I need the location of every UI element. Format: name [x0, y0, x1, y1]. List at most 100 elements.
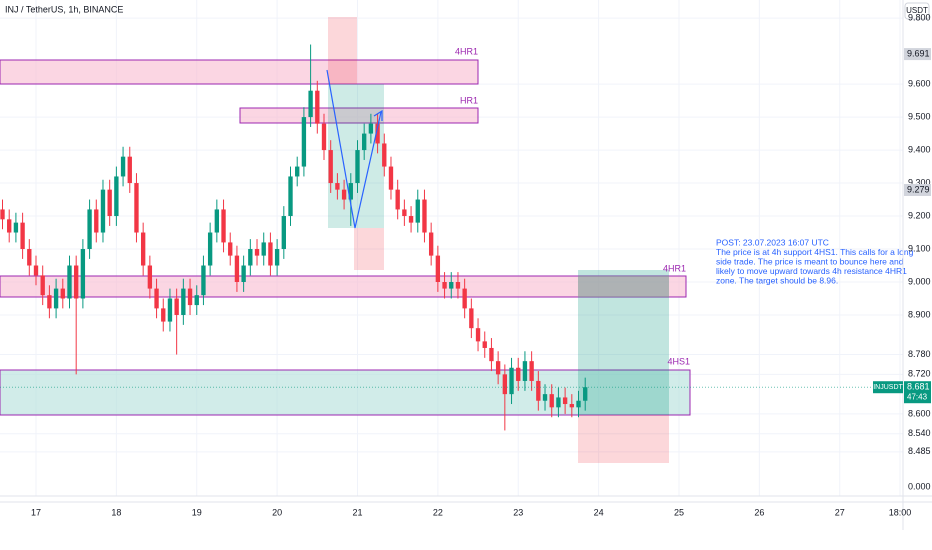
candle-body [288, 176, 293, 217]
x-tick-label: 22 [433, 507, 443, 517]
candle-body [402, 209, 407, 217]
candle-body [174, 298, 179, 315]
candle-body [495, 361, 501, 375]
candle-body [395, 189, 400, 210]
candle-body [268, 242, 273, 266]
zone-4hs1 [0, 369, 691, 416]
y-tick-label: 9.600 [908, 78, 931, 88]
candle-body [53, 288, 59, 309]
candles [0, 44, 588, 431]
candle-body [536, 380, 541, 401]
candle-body [87, 209, 92, 250]
candle-body [20, 222, 25, 250]
candle-body [328, 150, 333, 184]
zone-4hr1-lower [0, 275, 687, 298]
candle-body [214, 209, 220, 233]
currency-button[interactable] [904, 2, 930, 20]
zone-hr1 [239, 107, 479, 124]
candle-body [516, 367, 521, 381]
annotation-line: The price is at 4h support 4HS1. This ca… [716, 247, 914, 257]
candle-body [522, 361, 528, 381]
y-tick-label: 8.600 [908, 408, 931, 418]
x-tick-label: 18 [111, 507, 121, 517]
position-risk [354, 228, 384, 270]
candle-body [489, 347, 494, 362]
candle-body [375, 123, 380, 144]
candle-body [134, 183, 139, 233]
symbol-tag: INJUSDT [873, 384, 903, 391]
price-label: 9.279 [907, 184, 930, 194]
y-tick-label: 9.000 [908, 276, 931, 286]
candle-body [187, 288, 193, 306]
candle-body [194, 295, 199, 306]
last-price-box [904, 381, 931, 404]
y-tick-label: 8.485 [908, 446, 931, 456]
y-tick-label: 9.100 [908, 243, 931, 253]
candle-body [382, 143, 387, 167]
candle-body [80, 249, 86, 299]
x-tick-label: 27 [835, 507, 845, 517]
x-tick-label: 20 [272, 507, 282, 517]
candle-body [47, 295, 52, 309]
y-tick-label: 8.540 [908, 428, 931, 438]
candle-body [248, 249, 253, 266]
countdown: 47:43 [907, 392, 928, 401]
candle-body [94, 209, 99, 233]
candle-body [556, 397, 561, 408]
arrow-head [373, 109, 383, 121]
candle-body [482, 341, 487, 348]
candle-body [442, 282, 447, 289]
candle-body [154, 288, 159, 309]
candle-body [114, 176, 119, 217]
price-label-box [904, 183, 931, 196]
candle-body [388, 166, 394, 190]
candle-body [120, 156, 126, 177]
x-tick-label: 23 [513, 507, 523, 517]
candle-body [147, 265, 153, 289]
price-label-box [904, 48, 931, 61]
candle-body [408, 216, 414, 223]
candle-body [562, 397, 568, 405]
candle-body [502, 374, 508, 395]
candle-body [181, 288, 186, 315]
long-position-target [578, 276, 669, 297]
zone-label: 4HR1 [663, 263, 686, 273]
y-tick-label: 9.500 [908, 111, 931, 121]
zone-label: 4HR1 [455, 46, 478, 56]
x-tick-label: 18:00 [889, 507, 912, 517]
x-tick-label: 19 [192, 507, 202, 517]
candle-body [254, 249, 260, 256]
last-price-label: 8.681 [907, 382, 930, 392]
y-tick-label: 9.300 [908, 177, 931, 187]
currency-button-label[interactable]: USDT [906, 6, 928, 15]
candle-body [583, 387, 588, 401]
candle-body [475, 328, 481, 342]
y-tick-label: 8.900 [908, 309, 931, 319]
candle-body [469, 308, 474, 329]
candle-body [60, 288, 65, 299]
candle-body [321, 123, 327, 151]
candle-body [362, 133, 367, 151]
candle-body [281, 216, 286, 250]
candle-body [221, 209, 226, 243]
y-tick-label: 9.800 [908, 13, 931, 23]
candle-body [315, 90, 320, 124]
candle-body [67, 265, 72, 299]
candle-body [274, 249, 280, 266]
candle-body [415, 199, 420, 223]
candle-body [341, 189, 347, 200]
lower-pane-tick: 0.000 [908, 481, 931, 491]
candle-body [335, 183, 340, 190]
candle-body [241, 265, 246, 282]
zone-label: HR1 [460, 95, 478, 105]
y-tick-label: 9.200 [908, 210, 931, 220]
x-tick-label: 24 [594, 507, 604, 517]
candle-body [74, 265, 79, 299]
y-tick-label: 9.400 [908, 144, 931, 154]
candle-body [40, 275, 45, 296]
zone-label: 4HS1 [667, 356, 690, 366]
candle-body [100, 189, 106, 233]
price-label: 9.691 [907, 48, 930, 58]
